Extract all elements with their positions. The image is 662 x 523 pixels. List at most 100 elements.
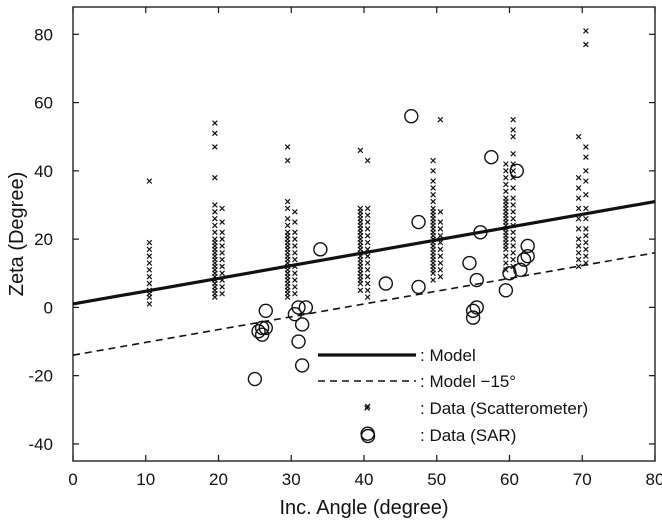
x-tick-label: 60 (500, 470, 519, 489)
sar-point (469, 300, 484, 315)
y-axis-title: Zeta (Degree) (6, 172, 28, 297)
scatterometer-point (364, 273, 371, 280)
scatterometer-point (146, 239, 153, 246)
scatterometer-point (430, 205, 436, 212)
sar-point (513, 262, 528, 278)
scatterometer-point (583, 154, 589, 161)
scatterometer-point (292, 236, 298, 242)
scatterometer-point (364, 219, 371, 225)
x-tick-label: 10 (136, 470, 155, 489)
scatterometer-point (437, 226, 444, 232)
scatterometer-point (212, 236, 218, 242)
scatterometer-point (583, 239, 589, 246)
scatterometer-point (364, 205, 371, 212)
scatterometer-point (146, 260, 153, 266)
scatterometer-point (575, 249, 582, 256)
scatterometer-point (510, 133, 516, 140)
scatterometer-point (146, 246, 153, 253)
scatterometer-point (212, 174, 218, 181)
scatterometer-point (503, 181, 509, 188)
sar-point (291, 334, 306, 349)
scatterometer-point (357, 287, 364, 294)
scatterometer-point (212, 120, 218, 126)
sar-point (251, 324, 266, 339)
plot-frame (72, 6, 656, 462)
scatterometer-markers (146, 28, 589, 410)
scatterometer-point (430, 178, 436, 184)
scatterometer-point (437, 239, 444, 246)
sar-point (465, 310, 481, 325)
scatterometer-point (292, 256, 298, 263)
scatterometer-point (212, 202, 218, 208)
scatterometer-point (219, 270, 225, 277)
scatterometer-point (212, 229, 218, 236)
sar-point (520, 238, 535, 254)
scatterometer-point (146, 287, 153, 294)
sar-point (465, 303, 481, 319)
scatterometer-point (430, 168, 436, 174)
scatterometer-point (364, 260, 371, 266)
scatterometer-point (430, 185, 436, 191)
scatterometer-point (437, 267, 444, 273)
scatterometer-point (212, 208, 218, 215)
legend-label: : Model −15° (420, 372, 516, 391)
scatterometer-point (437, 246, 444, 253)
y-tick-label: 20 (34, 230, 53, 249)
y-tick-label: 60 (34, 94, 53, 113)
scatterometer-point (146, 273, 153, 280)
sar-point (291, 300, 306, 315)
scatterometer-point (510, 256, 516, 263)
scatterometer-point (510, 202, 516, 208)
sar-point (516, 252, 532, 267)
legend-x-swatch (364, 405, 370, 411)
sar-point (294, 358, 310, 373)
scatterometer-point (510, 249, 516, 256)
scatterometer-point (219, 236, 225, 242)
scatterometer-point (583, 144, 589, 150)
scatterometer-point (510, 208, 516, 215)
x-tick-label: 70 (573, 470, 592, 489)
sar-point (247, 371, 263, 387)
scatterometer-point (583, 260, 589, 266)
scatterometer-point (583, 232, 589, 239)
scatterometer-point (364, 267, 371, 273)
scatterometer-point (503, 168, 509, 174)
scatterometer-point (583, 226, 589, 232)
sar-point (258, 303, 273, 319)
sar-point (473, 225, 488, 240)
scatterometer-point (219, 256, 225, 263)
scatterometer-point (292, 270, 298, 277)
scatterometer-point (364, 239, 371, 246)
sar-point (254, 327, 270, 342)
scatterometer-point (146, 280, 153, 287)
scatterometer-point (575, 215, 582, 222)
scatterometer-point (292, 277, 298, 283)
scatterometer-point (510, 168, 516, 174)
scatterometer-point (510, 229, 516, 236)
sar-point (462, 255, 477, 271)
scatterometer-point (575, 226, 582, 232)
scatterometer-point (510, 127, 516, 133)
scatterometer-point (510, 236, 516, 242)
scatterometer-point (364, 403, 371, 410)
scatterometer-point (503, 188, 509, 195)
x-tick-label: 80 (646, 470, 662, 489)
x-tick-label: 20 (209, 470, 228, 489)
scatterometer-point (437, 116, 444, 123)
scatterometer-point (219, 219, 225, 225)
y-tick-label: 80 (34, 25, 53, 44)
scatterometer-point (364, 287, 371, 294)
scatterometer-point (437, 232, 444, 239)
scatterometer-point (219, 205, 225, 212)
y-tick-label: -20 (28, 367, 53, 386)
legend-label: : Model (420, 346, 476, 365)
scatterometer-point (510, 161, 516, 167)
sar-point (313, 242, 328, 257)
legend-circle-swatch (360, 428, 376, 444)
scatterometer-point (364, 226, 371, 232)
scatterometer-point (503, 267, 509, 273)
scatterometer-point (292, 284, 298, 290)
scatterometer-point (219, 290, 225, 297)
scatterometer-point (503, 195, 509, 201)
